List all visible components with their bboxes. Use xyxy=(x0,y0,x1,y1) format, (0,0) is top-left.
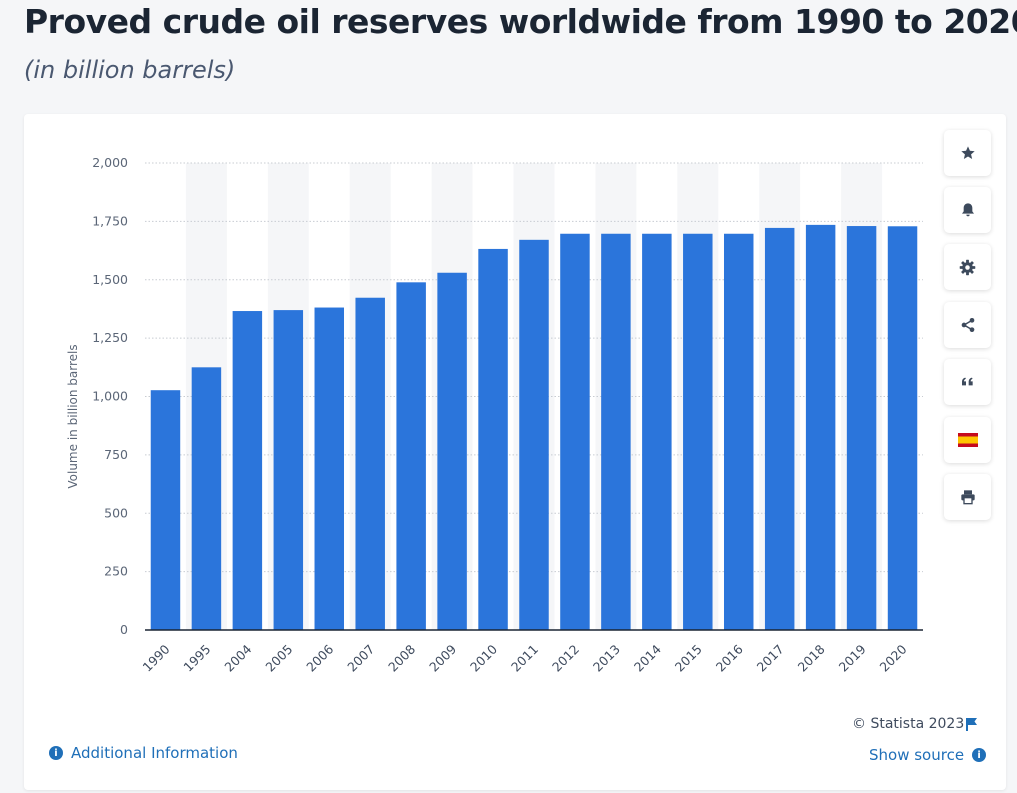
bell-icon xyxy=(960,202,976,218)
bar[interactable] xyxy=(232,311,263,630)
bar[interactable] xyxy=(478,248,508,631)
y-axis-label: Volume in billion barrels xyxy=(66,344,80,488)
cite-button[interactable] xyxy=(944,359,991,405)
x-tick-label: 1995 xyxy=(180,642,213,675)
print-button[interactable] xyxy=(944,474,991,520)
bar[interactable] xyxy=(396,282,426,630)
additional-information-link[interactable]: i Additional Information xyxy=(49,744,238,762)
bar[interactable] xyxy=(601,233,631,631)
bar[interactable] xyxy=(191,367,222,630)
x-tick-label: 2019 xyxy=(836,641,869,674)
bar[interactable] xyxy=(764,227,795,630)
x-tick-label: 2010 xyxy=(467,641,500,674)
bar[interactable] xyxy=(887,226,918,630)
y-tick-label: 2,000 xyxy=(92,155,128,170)
x-tick-label: 1990 xyxy=(139,641,172,674)
x-tick-label: 2004 xyxy=(221,641,254,674)
star-icon xyxy=(960,145,976,161)
bar[interactable] xyxy=(560,233,590,631)
bar[interactable] xyxy=(642,233,672,631)
x-tick-label: 2018 xyxy=(795,641,828,674)
bar[interactable] xyxy=(314,307,345,630)
y-tick-label: 1,250 xyxy=(92,330,128,345)
x-tick-label: 2012 xyxy=(549,642,582,675)
bar[interactable] xyxy=(723,233,754,631)
info-icon: i xyxy=(972,748,987,762)
additional-information-label: Additional Information xyxy=(71,744,238,762)
x-tick-label: 2008 xyxy=(385,641,418,674)
x-tick-label: 2014 xyxy=(631,641,664,674)
y-tick-label: 250 xyxy=(104,564,128,579)
share-icon xyxy=(960,317,976,333)
show-source-link[interactable]: Show source i xyxy=(869,746,987,764)
x-tick-label: 2015 xyxy=(672,642,705,675)
x-tick-label: 2013 xyxy=(590,642,623,675)
y-tick-label: 1,500 xyxy=(92,272,128,287)
x-tick-label: 2016 xyxy=(713,641,746,674)
y-tick-label: 1,750 xyxy=(92,213,128,228)
spain-flag-icon xyxy=(957,433,978,447)
x-tick-label: 2007 xyxy=(344,642,377,675)
bar[interactable] xyxy=(519,239,549,630)
x-tick-label: 2006 xyxy=(303,641,336,674)
bar[interactable] xyxy=(437,272,467,630)
x-tick-label: 2005 xyxy=(262,642,295,675)
favorite-button[interactable] xyxy=(944,130,991,176)
bar[interactable] xyxy=(150,390,181,630)
quote-icon xyxy=(960,374,976,390)
gear-icon xyxy=(959,259,976,276)
x-tick-label: 2020 xyxy=(877,641,910,674)
copyright-text[interactable]: © Statista 2023 xyxy=(852,716,965,732)
bar[interactable] xyxy=(355,297,385,630)
x-tick-label: 2009 xyxy=(426,641,459,674)
info-icon: i xyxy=(49,746,63,760)
y-tick-label: 500 xyxy=(104,505,128,520)
page-title: Proved crude oil reserves worldwide from… xyxy=(24,2,1017,41)
y-tick-label: 750 xyxy=(104,447,128,462)
notification-button[interactable] xyxy=(944,187,991,233)
bar[interactable] xyxy=(683,233,713,631)
bar[interactable] xyxy=(846,226,877,631)
bar[interactable] xyxy=(273,310,304,630)
print-icon xyxy=(960,489,976,505)
x-tick-label: 2011 xyxy=(508,642,541,675)
y-tick-label: 1,000 xyxy=(92,389,128,404)
report-flag-icon[interactable] xyxy=(966,718,977,736)
bar[interactable] xyxy=(805,224,836,630)
share-button[interactable] xyxy=(944,302,991,348)
show-source-label: Show source xyxy=(869,746,965,764)
language-button[interactable] xyxy=(944,417,991,463)
settings-button[interactable] xyxy=(944,244,991,290)
y-tick-label: 0 xyxy=(120,622,128,637)
x-tick-label: 2017 xyxy=(754,642,787,675)
page-subtitle: (in billion barrels) xyxy=(24,56,236,84)
